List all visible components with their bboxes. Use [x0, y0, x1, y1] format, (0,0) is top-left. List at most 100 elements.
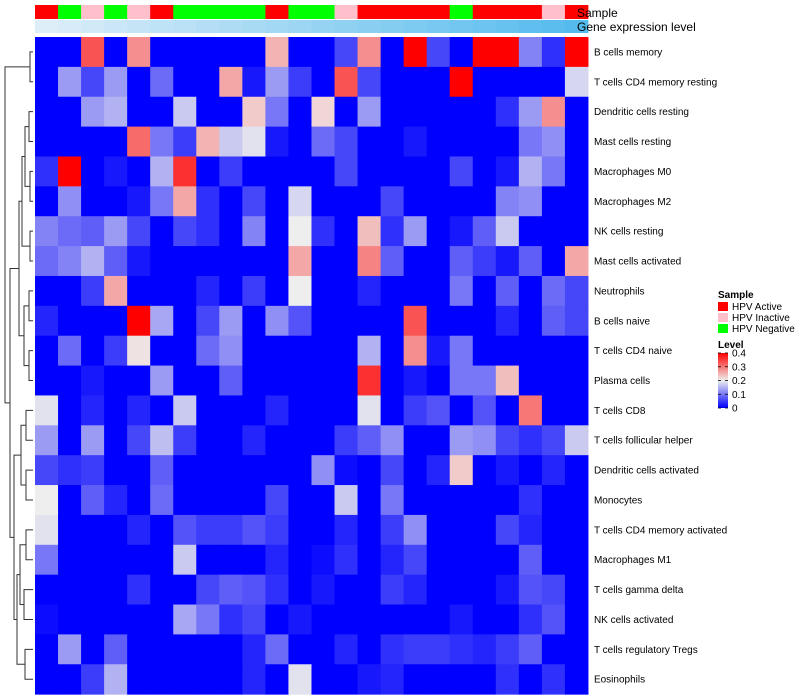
row-label: T cells follicular helper — [594, 436, 693, 447]
heatmap-cell — [311, 574, 336, 606]
heatmap-cell — [127, 156, 151, 187]
heatmap-cell — [472, 156, 497, 187]
heatmap-cell — [426, 335, 451, 367]
heatmap-cell — [403, 395, 428, 426]
heatmap-cell — [357, 216, 382, 247]
sample-legend-title: Sample — [718, 290, 754, 301]
level-legend-title: Level — [718, 340, 744, 351]
heatmap-cell — [81, 275, 105, 307]
heatmap-cell — [472, 246, 497, 277]
heatmap-cell — [58, 395, 82, 426]
row-label: Dendritic cells activated — [594, 466, 699, 477]
heatmap-cell — [426, 246, 451, 277]
heatmap-cell — [104, 365, 128, 396]
heatmap-cell — [564, 305, 589, 337]
heatmap-cell — [58, 514, 82, 546]
heatmap-cell — [81, 126, 105, 157]
heatmap-cell — [564, 126, 589, 157]
heatmap-cell — [426, 634, 451, 665]
dendrogram-branch — [19, 544, 26, 606]
heatmap-cell — [219, 604, 243, 635]
heatmap-cell — [196, 485, 220, 516]
heatmap-cell — [104, 514, 128, 546]
heatmap-cell — [196, 514, 220, 546]
heatmap-cell — [58, 455, 82, 486]
dendrogram-branch — [21, 155, 30, 247]
dendrogram-branch — [23, 305, 29, 367]
sample-track-label: Sample — [577, 6, 618, 20]
heatmap-cell — [472, 37, 497, 68]
heatmap-cell — [219, 634, 243, 665]
sample-track-cell — [357, 5, 381, 19]
heatmap-cell — [564, 186, 589, 217]
heatmap-cell — [564, 574, 589, 606]
heatmap-cell — [265, 186, 289, 217]
heatmap-cell — [403, 305, 428, 337]
heatmap-cell — [288, 275, 312, 307]
heatmap-cell — [288, 604, 312, 635]
heatmap-cell — [242, 335, 266, 367]
heatmap-cell — [495, 186, 520, 217]
heatmap-cell — [265, 634, 289, 665]
heatmap-cell — [518, 485, 543, 516]
heatmap-cell — [541, 664, 566, 695]
sample-track-cell — [35, 5, 59, 19]
heatmap-cell — [173, 604, 197, 635]
expression-track-cell — [357, 20, 381, 33]
heatmap-cell — [127, 335, 151, 367]
heatmap-cell — [58, 335, 82, 367]
heatmap-cell — [449, 186, 474, 217]
heatmap-cell — [288, 425, 312, 456]
heatmap-cell — [426, 514, 451, 546]
expression-track-cell — [541, 20, 566, 33]
heatmap-cells — [35, 37, 589, 695]
sample-track-cell — [173, 5, 197, 19]
dendrogram-branch — [25, 529, 33, 561]
heatmap-cell — [334, 485, 359, 516]
heatmap-cell — [564, 96, 589, 128]
heatmap-cell — [288, 544, 312, 576]
heatmap-cell — [35, 455, 59, 486]
heatmap-cell — [196, 574, 220, 606]
heatmap-cell — [380, 275, 405, 307]
heatmap-cell — [380, 485, 405, 516]
heatmap-cell — [518, 37, 543, 68]
row-label: T cells CD4 naive — [594, 346, 673, 357]
heatmap-cell — [495, 664, 520, 695]
heatmap-cell — [518, 455, 543, 486]
heatmap-cell — [35, 604, 59, 635]
heatmap-cell — [58, 186, 82, 217]
heatmap-cell — [311, 335, 336, 367]
heatmap-cell — [265, 126, 289, 157]
heatmap-cell — [380, 634, 405, 665]
heatmap-cell — [541, 156, 566, 187]
heatmap-cell — [564, 246, 589, 277]
heatmap-cell — [81, 246, 105, 277]
heatmap-cell — [403, 634, 428, 665]
heatmap-cell — [357, 96, 382, 128]
heatmap-cell — [219, 275, 243, 307]
heatmap-cell — [472, 275, 497, 307]
heatmap-cell — [242, 216, 266, 247]
heatmap-cell — [173, 66, 197, 98]
heatmap-cell — [334, 544, 359, 576]
expression-track-cell — [242, 20, 266, 33]
dendrogram-branch — [29, 170, 33, 202]
heatmap-cell — [173, 365, 197, 396]
heatmap-cell — [449, 455, 474, 486]
heatmap-cell — [334, 275, 359, 307]
heatmap-cell — [173, 37, 197, 68]
expression-track-cell — [403, 20, 428, 33]
expression-track-cell — [104, 20, 128, 33]
heatmap-cell — [334, 604, 359, 635]
heatmap-cell — [541, 485, 566, 516]
heatmap-cell — [449, 96, 474, 128]
heatmap-cell — [403, 544, 428, 576]
heatmap-cell — [150, 186, 174, 217]
heatmap-cell — [541, 275, 566, 307]
heatmap-cell — [518, 604, 543, 635]
heatmap-cell — [380, 664, 405, 695]
heatmap-cell — [196, 216, 220, 247]
heatmap-cell — [104, 544, 128, 576]
